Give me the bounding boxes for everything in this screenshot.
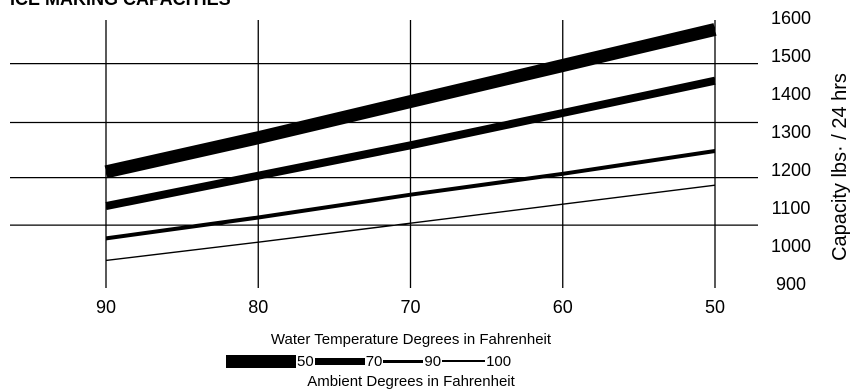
x-tick-label: 70 [400, 297, 420, 317]
y-tick-label: 1300 [771, 122, 811, 142]
legend-label-70: 70 [365, 352, 383, 370]
y-axis-label: Capacity lbs· / 24 hrs [829, 73, 851, 261]
y-tick-label: 1400 [771, 84, 811, 104]
x-tick-label: 90 [96, 297, 116, 317]
legend: 50 70 90 100 [226, 351, 512, 371]
series-line-100 [105, 184, 716, 262]
x-tick-label: 60 [553, 297, 573, 317]
x-tick-label: 50 [705, 297, 725, 317]
legend-title: Ambient Degrees in Fahrenheit [307, 373, 515, 390]
legend-label-100: 100 [486, 352, 512, 370]
x-tick-labels: 90 80 70 60 50 [96, 297, 725, 317]
legend-swatch-90 [383, 359, 424, 363]
legend-label-50: 50 [297, 352, 314, 370]
series-line-70 [105, 76, 716, 211]
x-tick-label: 80 [248, 297, 268, 317]
series-line-50 [104, 23, 717, 179]
legend-swatch-50 [226, 354, 296, 368]
y-tick-label: 1100 [772, 198, 811, 218]
legend-swatch-100 [442, 360, 486, 362]
y-tick-label: 1500 [771, 46, 811, 66]
y-tick-label: 1000 [771, 236, 811, 256]
vertical-gridlines [105, 20, 716, 288]
y-tick-label: 1200 [771, 160, 811, 180]
legend-label-90: 90 [424, 352, 442, 370]
chart-title: ICE MAKING CAPACITIES [10, 0, 231, 9]
y-tick-label: 900 [776, 274, 806, 294]
y-tick-labels: 1600 1500 1400 1300 1200 1100 1000 900 [771, 8, 811, 294]
series-lines [104, 23, 717, 262]
legend-swatch-70 [314, 357, 365, 365]
x-axis-label: Water Temperature Degrees in Fahrenheit [271, 331, 552, 348]
horizontal-gridlines [10, 62, 758, 226]
y-tick-label: 1600 [771, 8, 811, 28]
series-line-90 [105, 149, 716, 241]
